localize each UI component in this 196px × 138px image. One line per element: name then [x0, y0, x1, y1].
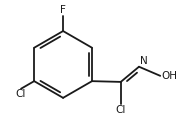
Text: N: N [140, 55, 148, 66]
Text: OH: OH [162, 71, 178, 81]
Text: F: F [60, 5, 66, 15]
Text: Cl: Cl [16, 89, 26, 99]
Text: Cl: Cl [116, 105, 126, 115]
